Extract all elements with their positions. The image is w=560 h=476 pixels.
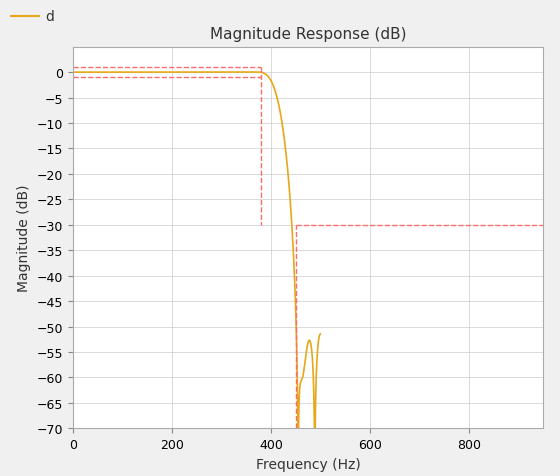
X-axis label: Frequency (Hz): Frequency (Hz) — [255, 456, 361, 471]
Title: Magnitude Response (dB): Magnitude Response (dB) — [210, 27, 406, 42]
Y-axis label: Magnitude (dB): Magnitude (dB) — [17, 184, 31, 292]
Text: d: d — [45, 10, 54, 24]
